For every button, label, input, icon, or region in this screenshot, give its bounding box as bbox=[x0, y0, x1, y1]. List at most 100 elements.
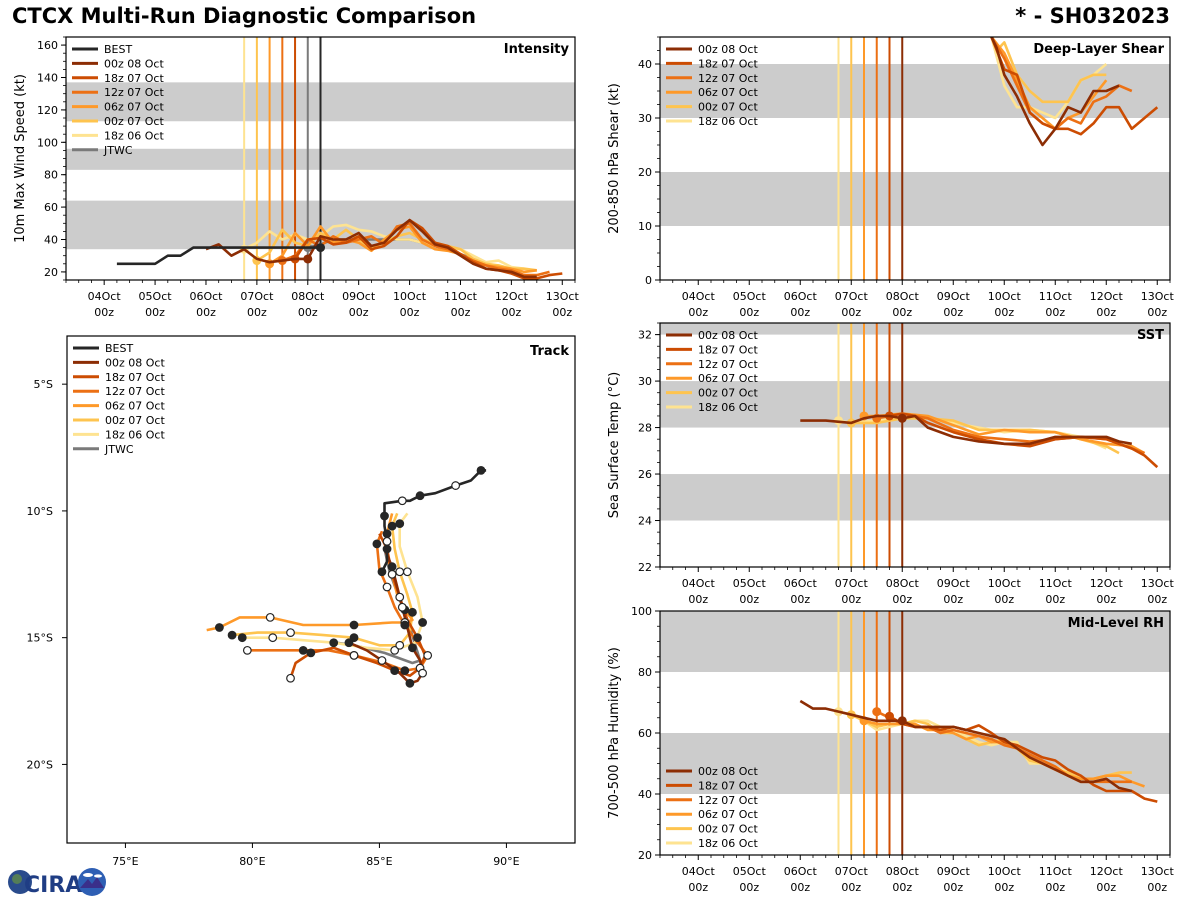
legend-label: 12z 07 Oct bbox=[698, 794, 758, 807]
y-tick-label: 20°S bbox=[27, 758, 53, 771]
x-tick-label: 04Oct bbox=[682, 577, 716, 590]
track-point-00z bbox=[413, 633, 422, 643]
legend-label: 18z 06 Oct bbox=[698, 401, 758, 414]
panel-title: Mid-Level RH bbox=[1068, 616, 1164, 631]
init-marker-best bbox=[316, 243, 325, 253]
x-tick-label: 06Oct bbox=[784, 865, 818, 878]
series-line-00z-08-oct bbox=[800, 414, 1133, 446]
x-tick-label-hour: 00z bbox=[943, 306, 963, 319]
init-marker-00z-08-oct bbox=[303, 254, 313, 264]
series-line-18z-06-oct bbox=[243, 223, 525, 270]
x-tick-label: 12Oct bbox=[1090, 290, 1124, 303]
threshold-band bbox=[660, 323, 1170, 335]
track-point-12z bbox=[395, 592, 405, 602]
legend-item-12z-07-oct: 12z 07 Oct bbox=[666, 72, 758, 85]
x-tick-label-hour: 00z bbox=[1096, 593, 1116, 606]
series-line-18z-07-oct bbox=[990, 37, 1159, 136]
threshold-band bbox=[660, 172, 1170, 226]
x-tick-label: 04Oct bbox=[682, 290, 716, 303]
x-tick-label-hour: 00z bbox=[892, 306, 912, 319]
plot-frame bbox=[66, 335, 576, 844]
x-tick-label: 09Oct bbox=[342, 290, 376, 303]
x-tick-label-hour: 00z bbox=[841, 593, 861, 606]
track-line-18z-06-oct bbox=[242, 512, 424, 652]
x-tick-label-hour: 00z bbox=[739, 306, 759, 319]
x-tick-label-hour: 00z bbox=[247, 306, 267, 319]
legend-item-06z-07-oct: 06z 07 Oct bbox=[72, 101, 164, 114]
y-tick-label: 120 bbox=[37, 104, 58, 117]
series-line-00z-07-oct bbox=[990, 37, 1107, 104]
y-tick-label: 20 bbox=[638, 166, 652, 179]
x-tick-label: 11Oct bbox=[1039, 290, 1073, 303]
track-point-00z bbox=[390, 666, 400, 676]
legend-label: 18z 07 Oct bbox=[698, 779, 758, 792]
legend-label: 06z 07 Oct bbox=[105, 400, 165, 413]
legend-item-00z-07-oct: 00z 07 Oct bbox=[72, 115, 164, 128]
x-tick-label-hour: 00z bbox=[994, 881, 1014, 894]
y-tick-label: 160 bbox=[37, 39, 58, 52]
x-tick-label-hour: 00z bbox=[451, 306, 471, 319]
y-tick-label: 140 bbox=[37, 72, 58, 85]
x-tick-label: 10Oct bbox=[988, 577, 1022, 590]
legend-item-00z-08-oct: 00z 08 Oct bbox=[666, 329, 758, 342]
y-tick-label: 40 bbox=[44, 234, 58, 247]
x-tick-label-hour: 00z bbox=[739, 881, 759, 894]
track-point-00z bbox=[387, 562, 397, 572]
legend-label: 18z 07 Oct bbox=[105, 371, 165, 384]
legend-item-18z-06-oct: 18z 06 Oct bbox=[666, 115, 758, 128]
x-tick-label: 12Oct bbox=[1090, 865, 1124, 878]
track-line-00z-07-oct bbox=[231, 512, 414, 647]
legend-label: 06z 07 Oct bbox=[698, 372, 758, 385]
threshold-band bbox=[660, 381, 1170, 428]
y-tick-label: 20 bbox=[638, 849, 652, 862]
series-line-18z-07-oct bbox=[888, 715, 1158, 803]
panel-intensity: 20 40 60 80 100 120 140 160 04Oct 00z 05Oct 00z 06Oc… bbox=[13, 36, 580, 319]
legend-item-12z-07-oct: 12z 07 Oct bbox=[666, 794, 758, 807]
legend-item-best: BEST bbox=[73, 342, 133, 355]
legend-label: 18z 07 Oct bbox=[698, 343, 758, 356]
legend-label: JTWC bbox=[103, 144, 133, 157]
x-tick-label: 13Oct bbox=[1141, 865, 1175, 878]
track-point-00z bbox=[380, 511, 389, 521]
legend-label: 18z 06 Oct bbox=[698, 115, 758, 128]
threshold-band bbox=[660, 474, 1170, 521]
track-point-12z bbox=[418, 668, 428, 678]
legend-item-jtwc: JTWC bbox=[73, 443, 134, 456]
track-point-12z bbox=[286, 673, 295, 683]
x-tick-label-hour: 00z bbox=[1147, 306, 1167, 319]
x-tick-label: 13Oct bbox=[546, 290, 580, 303]
x-tick-label: 10Oct bbox=[988, 865, 1022, 878]
x-tick-label-hour: 00z bbox=[145, 306, 165, 319]
init-marker-00z-08-oct bbox=[897, 716, 907, 726]
legend-item-18z-07-oct: 18z 07 Oct bbox=[72, 72, 164, 85]
legend-label: 00z 08 Oct bbox=[698, 765, 758, 778]
x-tick-label: 80°E bbox=[239, 855, 265, 868]
y-tick-label: 5°S bbox=[34, 378, 53, 391]
x-tick-label: 09Oct bbox=[937, 577, 971, 590]
x-tick-label-hour: 00z bbox=[1045, 881, 1065, 894]
x-tick-label: 09Oct bbox=[937, 290, 971, 303]
series-line-12z-07-oct bbox=[990, 37, 1133, 131]
track-point-12z bbox=[242, 645, 252, 655]
legend-item-06z-07-oct: 06z 07 Oct bbox=[73, 400, 165, 413]
legend-item-18z-06-oct: 18z 06 Oct bbox=[72, 129, 164, 142]
legend-item-18z-06-oct: 18z 06 Oct bbox=[666, 401, 758, 414]
track-point-12z bbox=[397, 496, 407, 506]
legend-label: 00z 08 Oct bbox=[698, 329, 758, 342]
legend-item-best: BEST bbox=[72, 43, 132, 56]
legend-label: BEST bbox=[105, 342, 133, 355]
track-point-12z bbox=[395, 567, 405, 577]
track-point-12z bbox=[382, 536, 392, 546]
figure-title: CTCX Multi-Run Diagnostic Comparison bbox=[12, 4, 477, 28]
x-tick-label-hour: 00z bbox=[1096, 881, 1116, 894]
x-tick-label-hour: 00z bbox=[688, 593, 708, 606]
x-tick-label-hour: 00z bbox=[739, 593, 759, 606]
legend-item-00z-08-oct: 00z 08 Oct bbox=[666, 765, 758, 778]
x-tick-label-hour: 00z bbox=[790, 881, 810, 894]
legend-item-18z-07-oct: 18z 07 Oct bbox=[666, 779, 758, 792]
legend-item-00z-08-oct: 00z 08 Oct bbox=[73, 356, 165, 369]
y-tick-label: 28 bbox=[638, 422, 652, 435]
